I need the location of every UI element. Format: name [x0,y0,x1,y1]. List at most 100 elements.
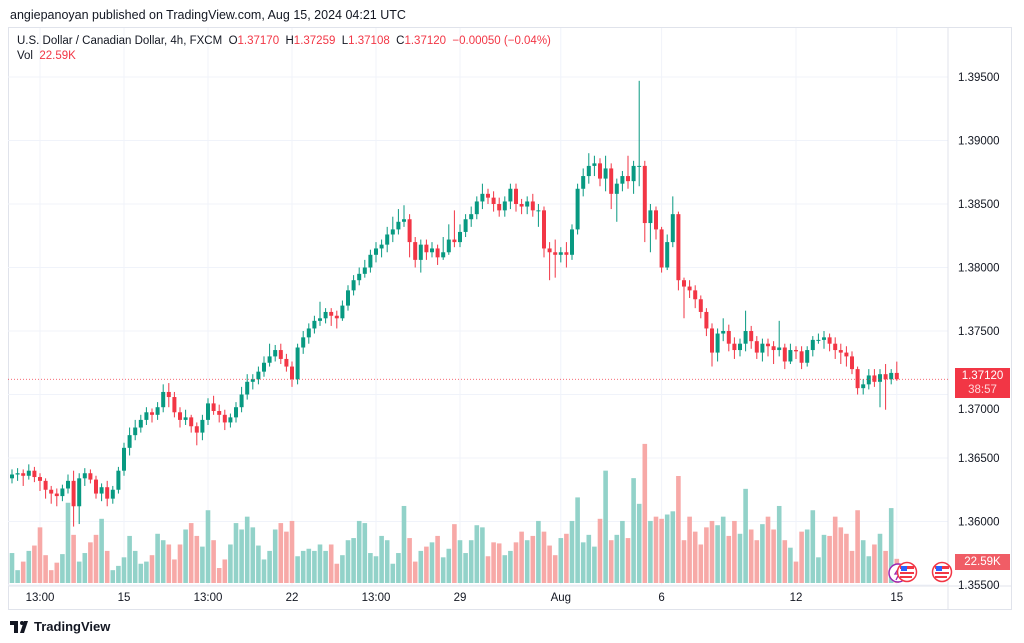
volume-bar [788,547,793,583]
volume-bar [334,563,340,583]
volume-bar [368,553,373,583]
candle-body [805,350,810,363]
volume-bar [508,550,513,583]
candle-body [614,183,619,194]
candle-body [99,487,104,494]
candle-body [766,343,770,347]
volume-bar [211,540,216,583]
price-tick-label: 1.35500 [958,580,1000,592]
volume-bar [765,516,771,583]
volume-bar [32,545,37,583]
us-flag-event-icon[interactable] [896,561,918,583]
volume-bar [760,524,765,583]
volume-bar [681,540,687,583]
volume-bar [110,570,116,583]
volume-bar [88,542,93,583]
volume-bar [9,553,15,583]
candle-body [424,244,429,253]
candle-body [222,414,227,423]
chart-frame [8,27,1012,610]
candle-body [166,391,171,398]
candle-body [256,371,261,380]
volume-bar [519,531,524,583]
volume-bar [412,561,418,583]
candle-body [463,219,468,232]
candle-body [77,478,82,507]
volume-bar [244,516,250,583]
volume-bar [642,443,648,583]
volume-bar [670,511,676,583]
candle-body [150,412,154,415]
candle-body [553,252,558,255]
candle-body [799,351,804,363]
volume-bar [872,544,877,583]
volume-bar [569,520,575,583]
volume-bar [424,546,429,583]
candle-body [838,350,843,353]
high-label: H [285,35,294,47]
candle-body [889,372,894,380]
candle-body [564,252,569,255]
volume-bar [440,557,446,583]
candle-body [682,280,686,287]
volume-bar [855,510,860,583]
candle-body [10,474,14,479]
candle-body [329,311,334,316]
candle-body [586,165,591,177]
candle-body [609,168,614,194]
candle-body [514,188,518,204]
volume-bar [771,529,776,583]
volume-bar [468,540,474,583]
price-tick-label: 1.36500 [958,453,1000,465]
candle-body [665,242,670,268]
candle-body [155,407,160,415]
volume-bar [340,555,345,583]
candle-body [116,470,121,490]
volume-bar [810,510,816,583]
volume-bar [418,550,424,583]
candle-body [866,375,871,385]
volume-bar [93,534,99,583]
volume-bar [558,538,564,583]
candle-body [654,210,658,230]
candle-body [295,347,300,380]
volume-bar [384,540,390,583]
candle-body [200,419,205,433]
volume-bar [76,561,82,583]
volume-bar [183,529,188,583]
volume-bar [155,533,160,583]
change-value: −0.00050 (−0.04%) [452,35,551,47]
candle-body [278,350,283,359]
volume-bar [452,524,457,583]
time-tick-label: 13:00 [194,592,223,604]
candle-body [161,391,166,408]
candle-body [542,210,546,249]
candle-body [267,356,272,363]
candle-body [301,337,306,348]
volume-bar [592,546,597,583]
candle-body [715,333,720,353]
low-value: 1.37108 [348,35,390,47]
volume-bar [631,478,636,583]
candle-body [861,384,866,389]
price-tick-label: 1.38500 [958,199,1000,211]
us-flag-event-icon[interactable] [931,561,953,583]
volume-bar [888,508,894,583]
volume-bar [267,550,272,583]
candle-body [357,273,362,281]
volume-bar [838,527,844,583]
volume-bar [446,548,452,583]
candle-body [749,331,754,342]
candle-body [144,412,149,420]
candle-body [486,193,490,198]
candle-body [105,487,110,499]
volume-bar [317,544,323,583]
candle-body [15,473,20,475]
candle-body [239,394,244,408]
volume-bar [43,555,48,583]
price-axis: 1.39500 1.39000 1.38500 1.38000 1.37500 1.370… [958,72,1000,592]
volume-bar [295,556,300,583]
candle-body [637,165,642,167]
candle-body [334,315,339,319]
